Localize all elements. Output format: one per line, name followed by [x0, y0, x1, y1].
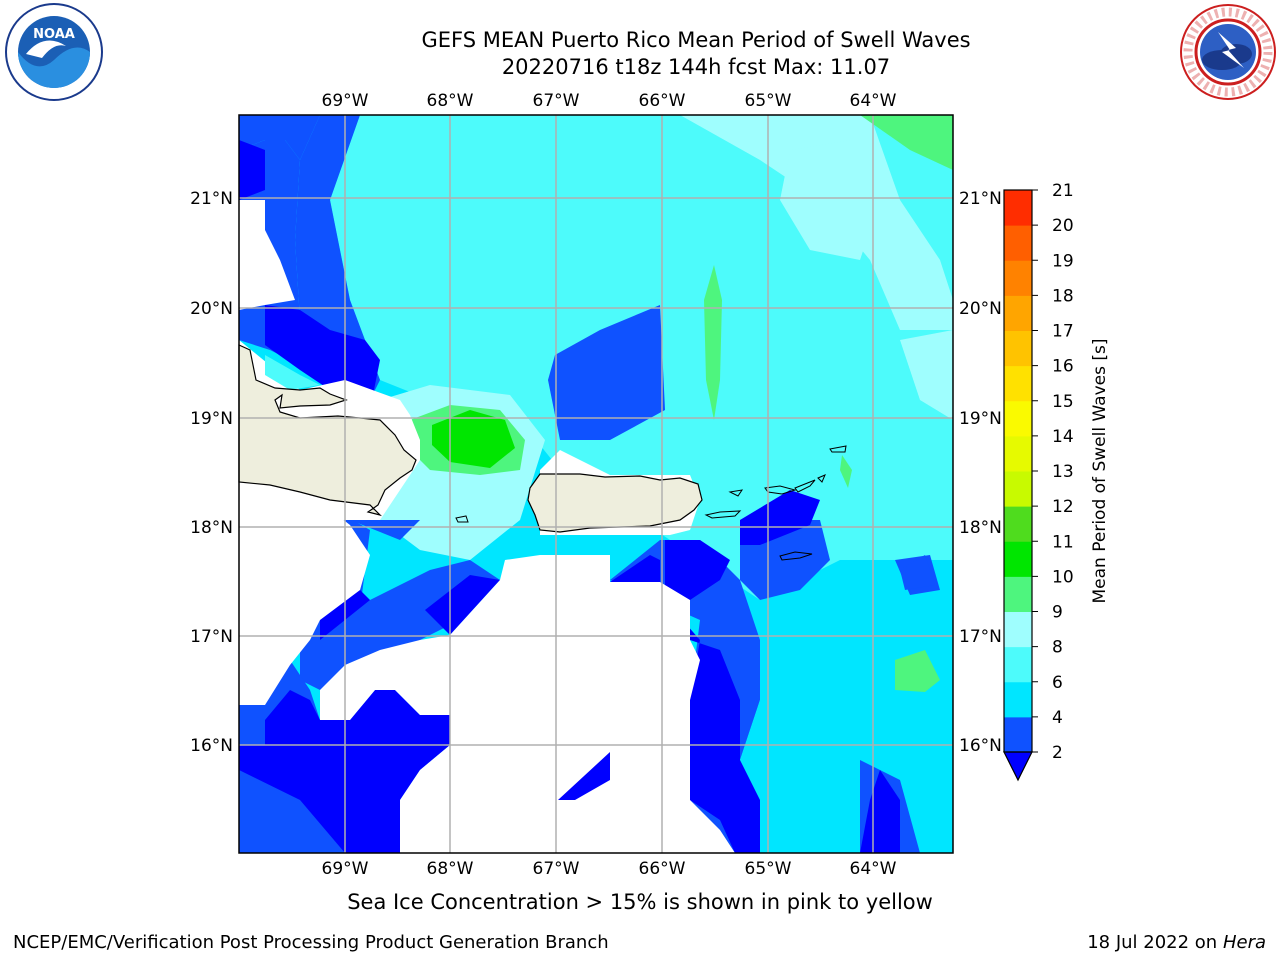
colorbar-under-arrow	[1003, 751, 1033, 782]
colorbar-segment	[1004, 225, 1032, 261]
lon-label: 69°W	[322, 859, 369, 879]
lat-labels-right: 21°N 20°N 19°N 18°N 17°N 16°N	[959, 189, 1002, 756]
colorbar-segment	[1004, 190, 1032, 226]
lon-labels-bottom: 69°W 68°W 67°W 66°W 65°W 64°W	[322, 859, 897, 879]
colorbar-tick-label: 20	[1052, 216, 1074, 236]
run-date-text: 18 Jul 2022 on	[1087, 932, 1223, 953]
lon-label: 68°W	[427, 859, 474, 879]
colorbar-tick-label: 13	[1052, 462, 1074, 482]
colorbar-segment	[1004, 576, 1032, 612]
lat-label: 18°N	[190, 518, 233, 538]
colorbar-tick-label: 19	[1052, 251, 1074, 271]
lon-label: 67°W	[533, 859, 580, 879]
lon-label: 65°W	[745, 91, 792, 111]
lat-label: 19°N	[190, 409, 233, 429]
svg-text:NOAA: NOAA	[33, 27, 75, 42]
land-virgin-gorda	[817, 474, 826, 483]
colorbar-tick-label: 8	[1052, 638, 1063, 658]
land-culebra	[728, 489, 744, 497]
land-vieques	[704, 510, 742, 519]
lat-label: 18°N	[959, 518, 1002, 538]
colorbar-tick-label: 2	[1052, 743, 1063, 763]
colorbar-label: Mean Period of Swell Waves [s]	[1090, 339, 1110, 604]
graticule	[239, 115, 953, 853]
colorbar-tick-label: 17	[1052, 322, 1074, 342]
colorbar-segment	[1004, 646, 1032, 683]
colorbar-tick-label: 15	[1052, 392, 1074, 412]
land-puerto-rico	[527, 473, 703, 533]
noaa-logo-icon: NOAA	[5, 3, 103, 101]
colorbar-segment	[1004, 716, 1032, 753]
colorbar-segment	[1004, 681, 1032, 718]
land-st-croix	[779, 551, 813, 561]
lat-label: 17°N	[190, 627, 233, 647]
colorbar-tick-label: 14	[1052, 427, 1074, 447]
colorbar-segment	[1004, 330, 1032, 367]
lat-label: 17°N	[959, 627, 1002, 647]
lon-label: 66°W	[639, 91, 686, 111]
lon-label: 66°W	[639, 859, 686, 879]
lat-label: 16°N	[190, 736, 233, 756]
colorbar-tick-label: 11	[1052, 532, 1074, 552]
lat-label: 21°N	[959, 189, 1002, 209]
lat-label: 16°N	[959, 736, 1002, 756]
branch-credit: NCEP/EMC/Verification Post Processing Pr…	[13, 932, 609, 953]
lon-label: 64°W	[850, 91, 897, 111]
lon-label: 65°W	[745, 859, 792, 879]
sea-ice-note: Sea Ice Concentration > 15% is shown in …	[347, 890, 933, 914]
colorbar-segment	[1004, 295, 1032, 331]
colorbar-segment	[1004, 506, 1032, 542]
colorbar-tick-label: 16	[1052, 357, 1074, 377]
run-date: 18 Jul 2022 on Hera	[1087, 932, 1266, 953]
lon-label: 69°W	[322, 91, 369, 111]
colorbar-tick-label: 4	[1052, 708, 1063, 728]
colorbar-segment	[1004, 541, 1032, 577]
lat-label: 20°N	[959, 299, 1002, 319]
land-anegada	[829, 445, 847, 453]
land-tortola	[794, 479, 816, 493]
lat-label: 19°N	[959, 409, 1002, 429]
colorbar-tick-label: 9	[1052, 603, 1063, 623]
lon-label: 68°W	[427, 91, 474, 111]
chart-subtitle: 20220716 t18z 144h fcst Max: 11.07	[501, 55, 891, 79]
lat-label: 21°N	[190, 189, 233, 209]
lon-labels-top: 69°W 68°W 67°W 66°W 65°W 64°W	[322, 91, 897, 111]
lat-labels-left: 21°N 20°N 19°N 18°N 17°N 16°N	[190, 189, 233, 756]
colorbar-segment	[1004, 471, 1032, 507]
colorbar-tick-label: 21	[1052, 181, 1074, 201]
map-frame	[238, 114, 954, 854]
colorbar-tick-label: 6	[1052, 673, 1063, 693]
colorbar-segment	[1004, 260, 1032, 296]
lon-label: 67°W	[533, 91, 580, 111]
colorbar-tick-label: 12	[1052, 497, 1074, 517]
lat-label: 20°N	[190, 299, 233, 319]
colorbar-segment	[1004, 435, 1032, 472]
colorbar-tick-label: 10	[1052, 567, 1074, 587]
land-mona-island	[455, 515, 469, 523]
colorbar-tick-label: 18	[1052, 286, 1074, 306]
colorbar-segment	[1004, 400, 1032, 437]
colorbar-segment	[1004, 611, 1032, 648]
chart-title: GEFS MEAN Puerto Rico Mean Period of Swe…	[421, 28, 971, 52]
nws-logo-icon	[1180, 4, 1276, 100]
machine-name: Hera	[1222, 932, 1266, 953]
colorbar: 2 4 6 8 9 10 11 12 13 14 15 16 17 18 19 20 21	[1003, 181, 1074, 782]
lon-label: 64°W	[850, 859, 897, 879]
colorbar-segment	[1004, 365, 1032, 402]
